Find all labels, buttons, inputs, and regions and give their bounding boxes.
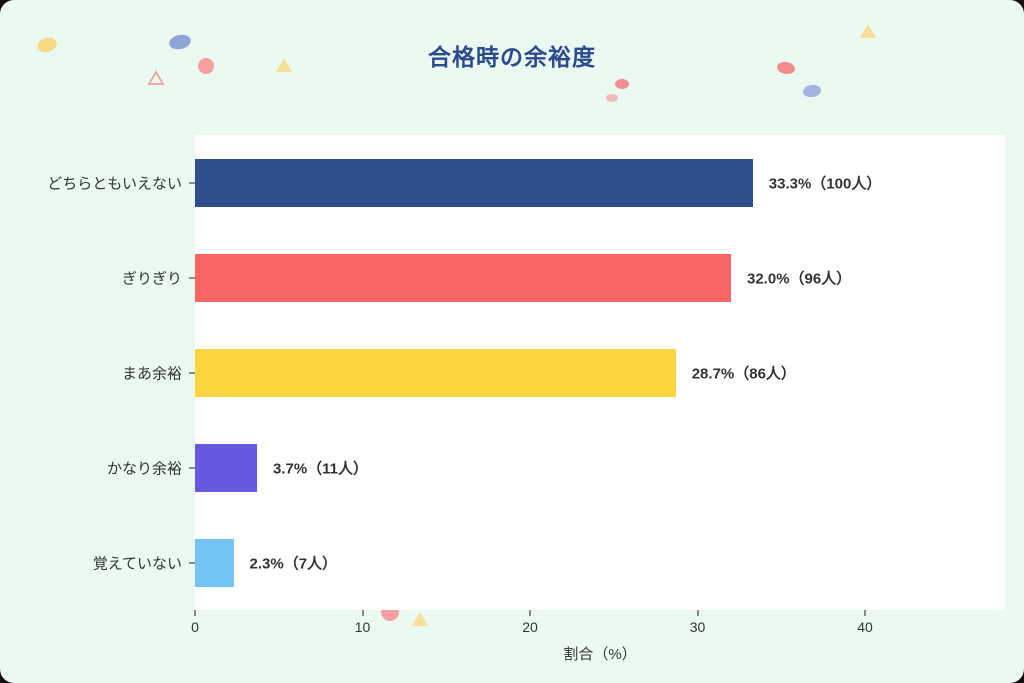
confetti-triangle-yellow-bottom	[412, 612, 428, 626]
value-label: 28.7%（86人）	[691, 365, 796, 382]
x-axis-tick	[194, 610, 196, 616]
bar-segment	[195, 538, 234, 587]
y-axis-tick	[189, 276, 195, 279]
x-axis-tick	[361, 610, 364, 616]
value-label: 32.0%（96人）	[747, 270, 852, 287]
category-label: まあ余裕	[121, 365, 182, 382]
confetti-triangle-pink	[147, 70, 165, 85]
bar-segment	[195, 158, 753, 207]
category-label: どちらともいえない	[47, 175, 182, 192]
bar-segment	[195, 348, 676, 397]
y-axis-tick	[189, 561, 195, 564]
plot-area: 33.3%（100人） 32.0%（96人） 28.7%（86人） 3.7%（11人）…	[195, 135, 1005, 610]
x-tick-label: 20	[522, 619, 538, 635]
category-label: 覚えていない	[92, 555, 182, 572]
x-tick-label: 40	[857, 619, 873, 635]
value-label: 2.3%（7人）	[249, 555, 338, 572]
x-tick-label: 10	[354, 619, 371, 635]
y-axis-tick	[189, 371, 195, 374]
confetti-ellipse-red-mid	[615, 79, 629, 89]
confetti-ellipse-blue-right	[803, 84, 821, 98]
x-tick-label: 30	[689, 619, 706, 635]
value-label: 33.3%（100人）	[768, 175, 882, 192]
category-label: ぎりぎり	[121, 270, 182, 287]
x-axis-tick	[696, 610, 699, 616]
confetti-triangle-yellow-right	[860, 24, 876, 38]
x-axis-label: 割合（%）	[563, 646, 637, 663]
y-axis-tick	[189, 181, 195, 184]
bar-segment	[195, 443, 257, 492]
bar-segment	[195, 253, 731, 302]
x-axis-tick	[529, 610, 531, 616]
x-axis-tick	[864, 610, 866, 616]
value-label: 3.7%（11人）	[272, 460, 369, 477]
confetti-ellipse-red-mid-2	[606, 94, 618, 102]
category-label: かなり余裕	[106, 460, 182, 477]
x-tick-label: 0	[191, 619, 199, 635]
y-axis-tick	[189, 466, 195, 469]
chart-title: 合格時の余裕度	[428, 44, 596, 70]
